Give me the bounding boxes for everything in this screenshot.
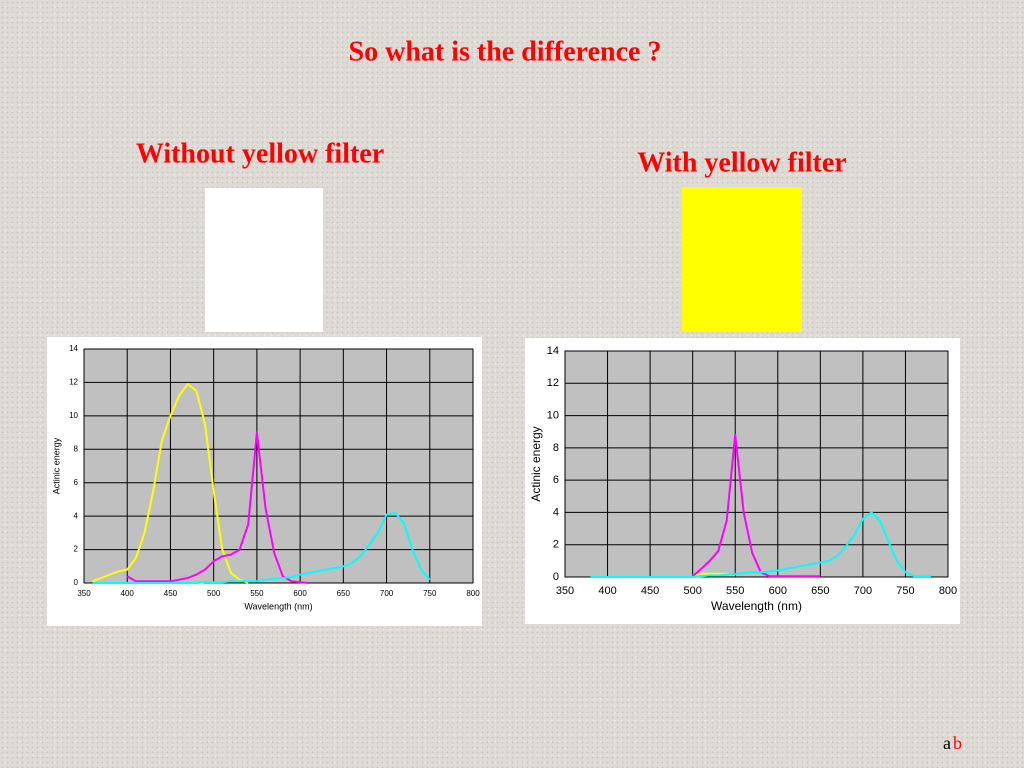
x-tick-label: 450: [164, 589, 178, 598]
plot-area: [83, 348, 474, 584]
series-line: [92, 511, 431, 584]
series-line: [692, 433, 821, 578]
x-tick-label: 700: [380, 589, 394, 598]
x-tick-label: 400: [121, 589, 135, 598]
y-tick-label: 0: [553, 571, 559, 583]
x-tick-label: 700: [854, 585, 872, 597]
slide-title: So what is the difference ?: [349, 36, 662, 67]
y-tick-label: 8: [553, 442, 559, 454]
x-tick-label: 650: [337, 589, 351, 598]
y-tick-label: 14: [69, 344, 78, 353]
y-tick-label: 2: [553, 539, 559, 551]
logo-b: b: [953, 733, 962, 753]
plot-area: [564, 350, 949, 578]
y-tick-label: 4: [74, 511, 79, 520]
x-axis-label: Wavelength (nm): [244, 601, 312, 611]
white-swatch: [205, 188, 323, 332]
x-tick-label: 500: [683, 585, 701, 597]
series-line: [126, 431, 309, 584]
x-axis-label: Wavelength (nm): [711, 599, 802, 613]
y-tick-label: 0: [74, 578, 79, 587]
y-axis-label: Actinic energy: [529, 426, 543, 501]
y-tick-label: 14: [547, 345, 559, 357]
x-tick-label: 600: [293, 589, 307, 598]
x-tick-label: 500: [207, 589, 221, 598]
x-tick-label: 650: [811, 585, 829, 597]
x-tick-label: 800: [466, 589, 480, 598]
x-tick-label: 400: [598, 585, 616, 597]
y-tick-label: 2: [74, 545, 79, 554]
series-line: [590, 511, 931, 578]
y-tick-label: 6: [74, 478, 79, 487]
left-label: Without yellow filter: [136, 138, 384, 169]
series-line: [92, 383, 249, 584]
y-tick-label: 8: [74, 444, 79, 453]
y-tick-label: 10: [547, 409, 559, 421]
y-tick-label: 12: [69, 378, 78, 387]
yellow-swatch: [682, 187, 802, 332]
x-tick-label: 600: [769, 585, 787, 597]
x-tick-label: 550: [726, 585, 744, 597]
x-tick-label: 750: [423, 589, 437, 598]
y-axis-label: Actinic energy: [51, 437, 61, 494]
x-tick-label: 550: [250, 589, 264, 598]
x-tick-label: 750: [896, 585, 914, 597]
x-tick-label: 450: [641, 585, 659, 597]
x-tick-label: 350: [556, 585, 574, 597]
x-tick-label: 350: [77, 589, 91, 598]
right-label: With yellow filter: [637, 147, 846, 178]
y-tick-label: 6: [553, 474, 559, 486]
logo-a: a: [943, 733, 951, 753]
y-tick-label: 4: [553, 506, 559, 518]
y-tick-label: 10: [69, 411, 78, 420]
y-tick-label: 12: [547, 377, 559, 389]
x-tick-label: 800: [939, 585, 957, 597]
